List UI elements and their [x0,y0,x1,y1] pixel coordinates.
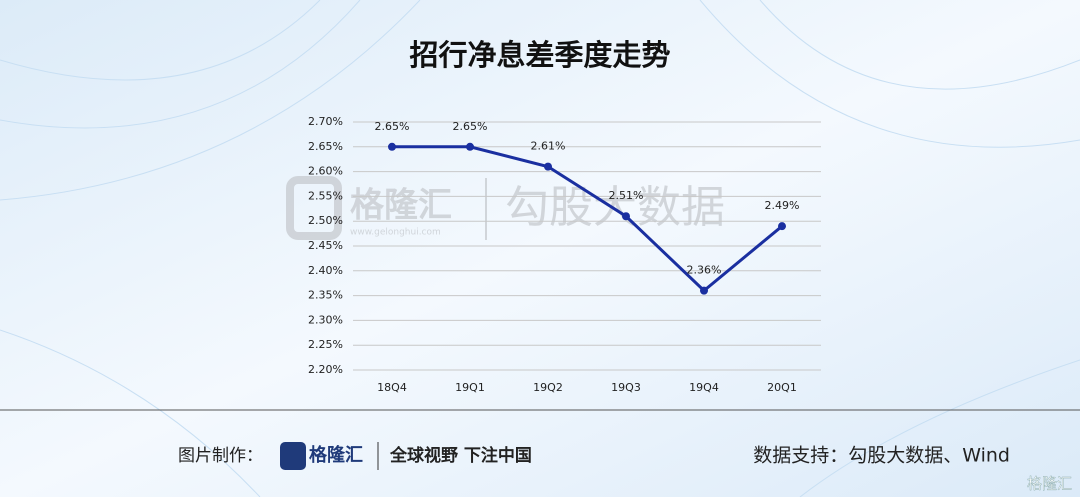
x-tick-label: 18Q4 [377,381,407,394]
y-tick-label: 2.35% [308,289,343,302]
chart-title: 招行净息差季度走势 [409,38,670,72]
x-tick-label: 19Q1 [455,381,485,394]
point [700,286,708,295]
watermark: 格隆汇 www.gelonghui.com 勾股大数据 [286,176,725,240]
point [622,212,630,221]
footer-source: 数据支持：勾股大数据、Wind [753,445,1010,467]
y-tick-label: 2.55% [308,189,343,202]
point [778,222,786,231]
data-label: 2.65% [453,120,488,133]
x-tick-label: 19Q2 [533,381,563,394]
y-tick-label: 2.45% [308,239,343,252]
data-label: 2.65% [375,120,410,133]
x-tick-label: 19Q3 [611,381,641,394]
data-label: 2.61% [531,140,566,153]
data-label: 2.51% [609,189,644,202]
data-label: 2.36% [687,264,722,277]
footer-made-by: 图片制作： [178,446,263,466]
point [466,142,474,151]
y-tick-label: 2.70% [308,115,343,128]
y-tick-label: 2.30% [308,313,343,326]
y-tick-label: 2.50% [308,214,343,227]
footer-logo [280,442,306,470]
footer-corner: 格隆汇 [1027,475,1072,493]
y-tick-label: 2.60% [308,165,343,178]
watermark-brand: 格隆汇 [350,186,452,226]
y-tick-label: 2.40% [308,264,343,277]
footer-brand: 格隆汇 [309,444,363,466]
line [392,145,783,293]
watermark-site: www.gelonghui.com [350,228,441,238]
point [388,142,396,151]
watermark-logo [286,176,342,240]
y-tick-label: 2.25% [308,338,343,351]
point [544,162,552,171]
data-label: 2.49% [765,199,800,212]
footer-slogan: 全球视野 下注中国 [389,445,532,466]
y-tick-label: 2.65% [308,140,343,153]
x-tick-label: 20Q1 [767,381,797,394]
y-tick-label: 2.20% [308,363,343,376]
x-tick-label: 19Q4 [689,381,719,394]
